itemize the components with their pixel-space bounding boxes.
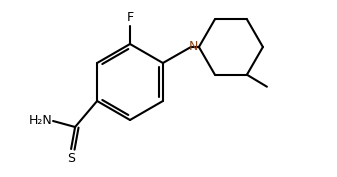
Text: S: S: [67, 152, 75, 165]
Text: F: F: [126, 11, 133, 24]
Text: N: N: [188, 41, 198, 53]
Text: H₂N: H₂N: [28, 115, 52, 127]
